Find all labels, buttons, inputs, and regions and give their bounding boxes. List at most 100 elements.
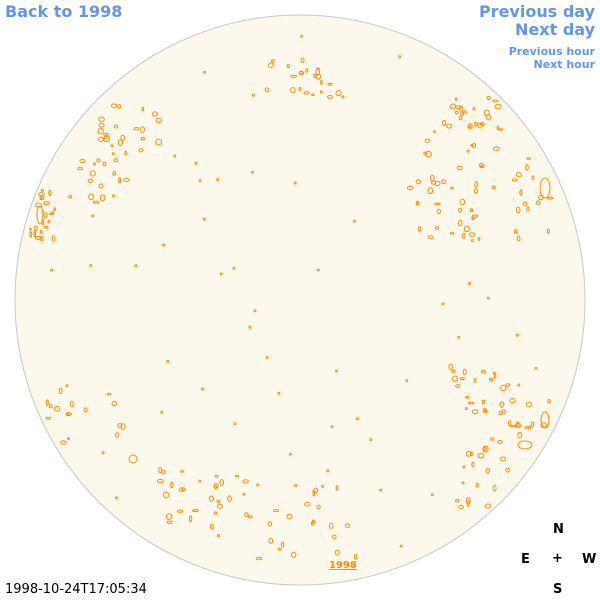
contour-mark xyxy=(160,410,164,414)
contour-mark xyxy=(481,399,486,405)
contour-mark xyxy=(138,148,144,153)
contour-mark xyxy=(479,165,485,169)
contour-mark xyxy=(66,413,70,417)
contour-mark xyxy=(103,135,111,143)
contour-mark xyxy=(546,196,554,200)
contour-mark xyxy=(524,426,532,430)
contour-mark xyxy=(234,474,240,478)
contour-mark xyxy=(268,537,274,544)
previous-hour-link[interactable]: Previous hour xyxy=(508,45,595,58)
contour-mark xyxy=(99,194,106,202)
contour-mark xyxy=(203,70,206,74)
contour-mark xyxy=(516,235,521,242)
contour-mark xyxy=(446,123,453,129)
contour-mark xyxy=(522,201,528,207)
contour-mark xyxy=(305,68,309,73)
contour-mark xyxy=(458,504,464,510)
contour-mark xyxy=(277,547,282,551)
contour-mark xyxy=(198,179,202,183)
contour-mark xyxy=(201,387,205,391)
contour-mark xyxy=(106,392,112,396)
contour-mark xyxy=(462,110,467,114)
contour-mark xyxy=(198,479,202,483)
year-link[interactable]: 1998 xyxy=(329,560,357,571)
contour-mark xyxy=(398,55,402,59)
contour-mark xyxy=(469,208,474,213)
compass-west-label: W xyxy=(582,552,597,567)
contour-mark xyxy=(180,470,185,473)
contour-mark xyxy=(505,383,511,387)
contour-mark xyxy=(431,180,437,185)
contour-mark xyxy=(328,522,334,529)
contour-mark xyxy=(482,445,487,453)
contour-mark xyxy=(242,492,246,496)
contour-mark xyxy=(124,150,127,156)
compass-center-marker: + xyxy=(552,551,563,566)
contour-mark xyxy=(441,179,447,185)
contour-mark xyxy=(345,523,351,529)
contour-mark xyxy=(539,177,551,199)
contour-mark xyxy=(448,363,454,371)
contour-mark xyxy=(39,229,43,234)
contour-mark xyxy=(485,467,490,474)
contour-mark xyxy=(29,227,32,231)
contour-mark xyxy=(472,409,479,415)
contour-mark xyxy=(490,437,495,441)
contour-mark xyxy=(459,198,466,206)
contour-mark xyxy=(255,556,263,561)
contour-mark xyxy=(509,398,516,404)
contour-mark xyxy=(219,272,223,276)
contour-mark xyxy=(43,212,48,219)
contour-mark xyxy=(251,170,255,174)
previous-day-link[interactable]: Previous day xyxy=(478,2,595,21)
contour-mark xyxy=(58,387,63,395)
back-to-year-link[interactable]: Back to 1998 xyxy=(5,2,123,21)
contour-mark xyxy=(369,438,373,442)
contour-mark xyxy=(134,264,138,268)
contour-mark xyxy=(327,95,333,99)
contour-mark xyxy=(311,519,315,524)
contour-mark xyxy=(480,369,486,374)
contour-mark xyxy=(281,541,285,548)
contour-mark xyxy=(123,178,130,182)
contour-mark xyxy=(433,130,436,134)
contour-mark xyxy=(43,201,50,206)
contour-mark xyxy=(462,465,466,469)
contour-mark xyxy=(512,178,518,182)
contour-mark xyxy=(332,534,337,540)
contour-mark xyxy=(335,369,338,373)
contour-mark xyxy=(162,243,166,247)
contour-mark xyxy=(496,125,500,131)
contour-mark xyxy=(83,407,88,413)
contour-mark xyxy=(157,478,164,484)
contour-mark xyxy=(471,217,475,220)
next-hour-link[interactable]: Next hour xyxy=(533,58,596,71)
contour-mark xyxy=(341,95,345,99)
contour-mark xyxy=(233,422,237,426)
contour-mark xyxy=(248,325,252,329)
next-day-link[interactable]: Next day xyxy=(515,20,595,39)
contour-mark xyxy=(436,208,442,214)
contour-mark xyxy=(423,151,428,155)
contour-mark xyxy=(96,158,101,163)
contour-mark xyxy=(483,109,490,116)
contour-mark xyxy=(514,229,518,234)
contour-mark xyxy=(46,399,49,407)
contour-mark xyxy=(118,177,121,184)
contour-mark xyxy=(227,495,232,503)
contour-mark xyxy=(102,161,107,167)
contour-mark xyxy=(253,309,257,313)
contour-mark xyxy=(38,192,45,197)
contour-mark xyxy=(326,469,330,473)
contour-mark xyxy=(486,95,491,101)
contour-mark xyxy=(219,479,225,486)
contour-mark xyxy=(534,366,538,370)
contour-mark xyxy=(304,501,311,507)
contour-mark xyxy=(89,170,96,177)
contour-mark xyxy=(478,162,484,168)
contour-mark xyxy=(455,105,462,110)
contour-mark xyxy=(210,523,214,530)
contour-mark xyxy=(216,178,220,182)
compass-north-label: N xyxy=(553,522,564,537)
contour-mark xyxy=(454,110,459,115)
